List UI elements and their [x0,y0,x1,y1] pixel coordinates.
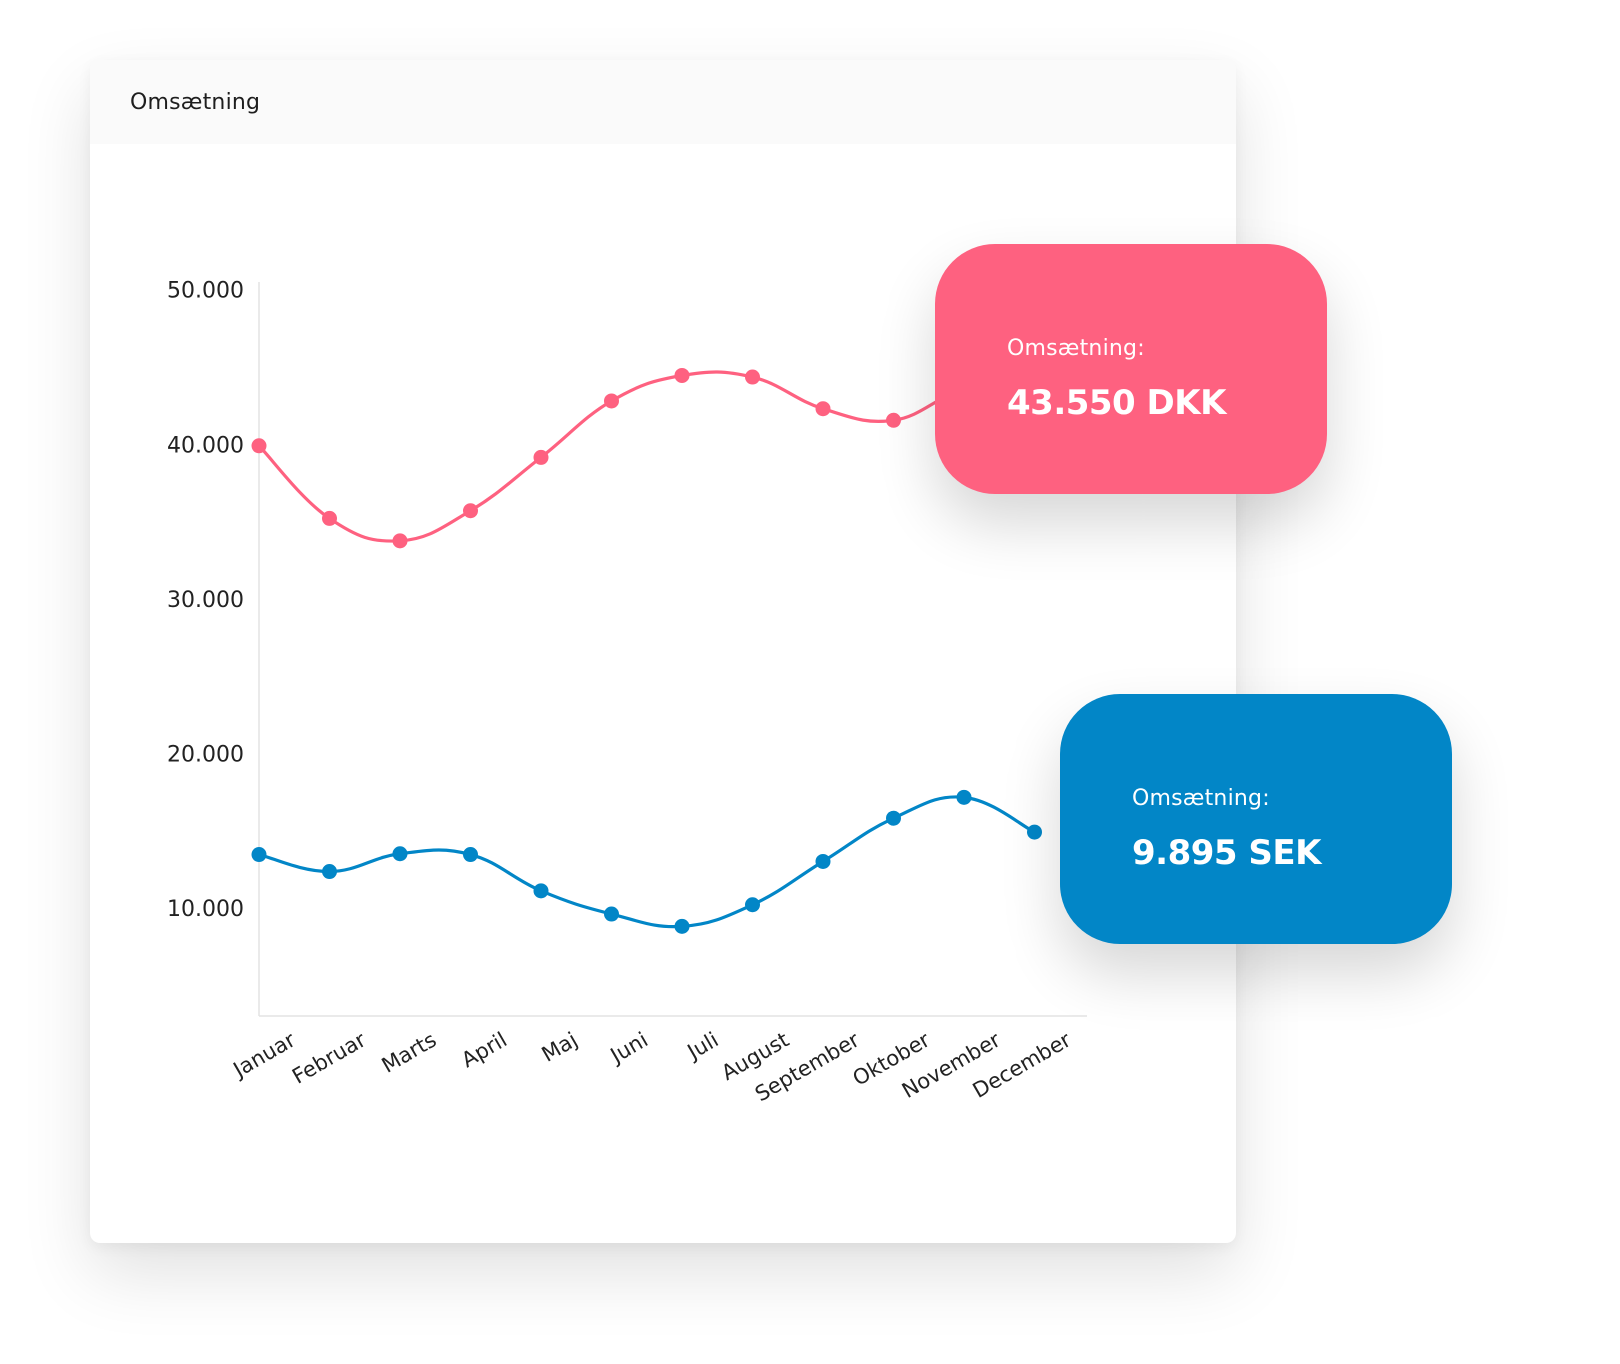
series-1-point[interactable] [956,789,972,805]
tooltip-sek-value: 9.895 SEK [1132,833,1321,873]
series-1-point[interactable] [322,864,337,880]
x-tick-label: Februar [288,1027,370,1088]
series-0-point[interactable] [463,503,478,519]
y-tick-label: 30.000 [167,588,244,613]
series-0-point[interactable] [674,367,690,383]
series-1-point[interactable] [674,918,690,934]
card-header: Omsætning [90,60,1236,144]
series-0-point[interactable] [815,401,831,417]
series-1-point[interactable] [886,810,901,826]
series-0-point[interactable] [533,449,549,465]
tooltip-dkk-label: Omsætning: [1007,336,1145,361]
x-tick-label: Juni [605,1028,652,1069]
card-title: Omsætning [130,89,261,115]
tooltip-sek-label: Omsætning: [1132,786,1270,811]
chart-series [251,367,1042,934]
x-tick-label: Maj [538,1028,582,1067]
series-1-point[interactable] [533,883,549,899]
tooltip-dkk-value: 43.550 DKK [1007,383,1226,423]
series-0-point[interactable] [745,369,760,385]
series-0-line [257,370,1037,543]
series-0-point[interactable] [251,438,267,454]
series-1-point[interactable] [392,846,408,862]
y-tick-label: 10.000 [167,897,244,922]
x-tick-label: April [457,1028,511,1073]
x-tick-label: Marts [378,1028,441,1078]
x-tick-label: Januar [228,1027,300,1083]
x-tick-label: Juli [682,1028,723,1065]
series-1-point[interactable] [815,853,831,869]
series-0-point[interactable] [392,533,408,549]
tooltip-sek: Omsætning: 9.895 SEK [1060,694,1452,944]
y-tick-label: 40.000 [167,433,244,458]
series-0 [251,367,1042,549]
series-0-point[interactable] [604,393,619,409]
y-axis-ticks: 50.000 40.000 30.000 20.000 10.000 [167,279,244,922]
series-1-point[interactable] [251,847,267,863]
series-1 [251,789,1042,934]
y-tick-label: 20.000 [167,742,244,767]
series-1-line [257,795,1037,929]
chart-axes [258,282,1087,1017]
series-1-point[interactable] [604,906,619,922]
tooltip-dkk: Omsætning: 43.550 DKK [935,244,1327,494]
series-1-point[interactable] [745,897,760,913]
y-tick-label: 50.000 [167,279,244,304]
series-0-point[interactable] [322,510,337,526]
series-1-point[interactable] [463,847,478,863]
series-0-point[interactable] [886,412,901,428]
series-1-point[interactable] [1027,824,1042,840]
